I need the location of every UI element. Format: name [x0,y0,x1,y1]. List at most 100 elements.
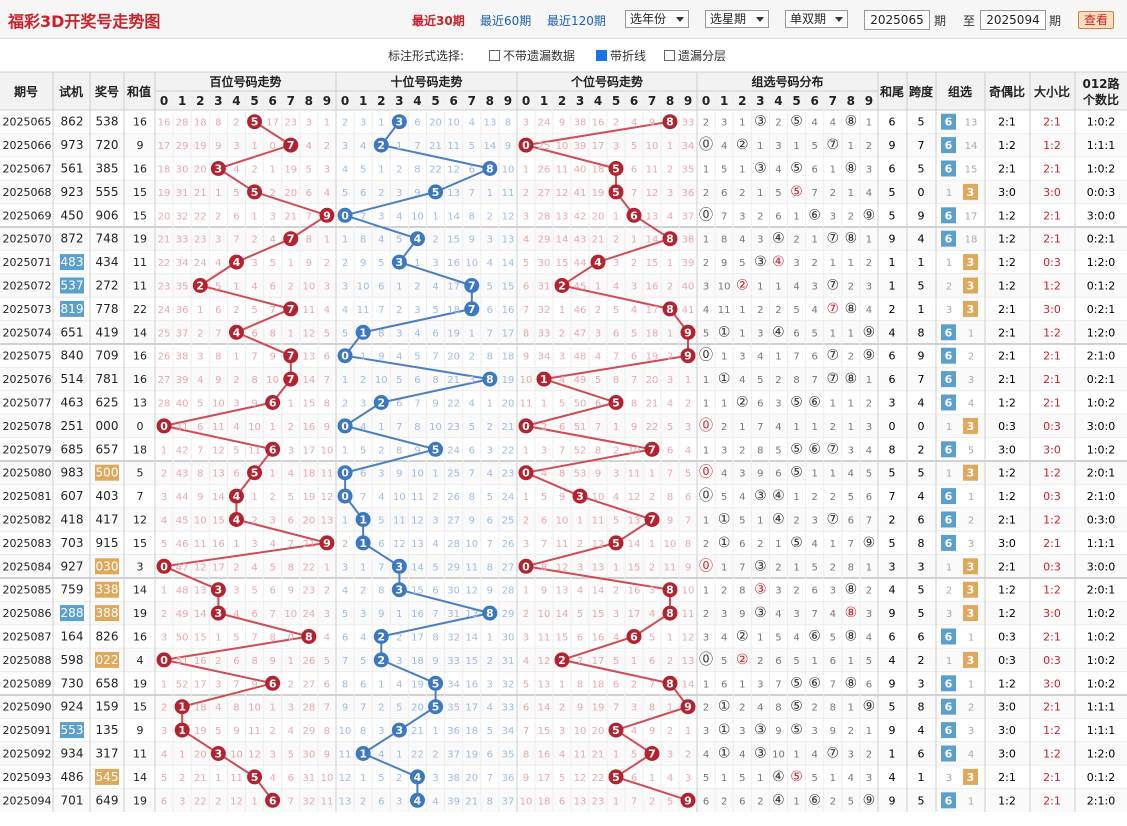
group-omission-count: 2 [739,703,745,714]
group-omission-count: 4 [811,750,817,761]
omission-count: 15 [592,609,605,620]
group-omission-count: 8 [793,375,799,386]
group-omission: 17 [965,211,978,222]
winning-number: 4 [233,256,241,269]
winning-number: 5 [612,163,620,176]
omission-count: 20 [302,516,315,527]
omission-count: 30 [447,586,460,597]
omission-count: 22 [158,258,171,269]
period-cell: 2025077 [3,397,52,410]
omission-count: 13 [502,235,515,246]
group-omission-count: 4 [866,305,872,316]
omission-count: 50 [176,633,189,644]
header-digit: 8 [486,94,494,108]
tail-cell: 5 [889,537,896,550]
group-omission-count: 1 [811,422,817,433]
header-digit: 9 [504,94,512,108]
group-hit-number: ③ [754,722,767,738]
omission-count: 6 [396,399,402,410]
group-omission-count: 3 [848,750,854,761]
omission-count: 1 [378,679,384,690]
group-omission-count: 3 [811,282,817,293]
group-omission-count: 6 [866,679,872,690]
big-small-cell: 1:2 [1043,584,1061,597]
group-hit-number: ⓪ [699,652,713,668]
group-omission-count: 1 [811,656,817,667]
group6-marker-text: 6 [945,677,953,690]
omission-count: 9 [432,656,438,667]
omission-count: 2 [631,258,637,269]
omission-count: 12 [302,328,315,339]
period-cell: 2025092 [3,748,52,761]
omission-count: 11 [538,633,551,644]
omission-count: 32 [302,796,315,807]
group-omission-count: 6 [811,586,817,597]
omission-count: 9 [685,562,691,573]
group-omission-count: 3 [721,445,727,456]
period-cell: 2025093 [3,771,52,784]
winning-number: 3 [396,560,404,573]
group-omission-count: 3 [811,726,817,737]
omission-count: 12 [248,750,261,761]
omission-count: 4 [342,586,348,597]
winning-number: 5 [251,186,259,199]
omission-count: 8 [378,328,384,339]
omission-count: 7 [631,796,637,807]
winning-number: 9 [684,701,692,714]
road-cell: 2:0:1 [1087,467,1115,480]
omission-count: 1 [197,305,203,316]
group6-marker-text: 6 [945,163,953,176]
omission-count: 11 [339,750,352,761]
omission-count: 5 [251,586,257,597]
omission-count: 8 [269,328,275,339]
omission-count: 14 [646,235,659,246]
omission-count: 3 [360,609,366,620]
omission-count: 4 [595,352,601,363]
omission-count: 20 [465,773,478,784]
omission-count: 10 [465,258,478,269]
omission-count: 1 [487,633,493,644]
winning-number: 7 [287,303,295,316]
omission-count: 1 [523,165,529,176]
omission-count: 22 [502,445,515,456]
omission-count: 7 [595,422,601,433]
group-omission-count: 3 [866,422,872,433]
group-omission-count: 2 [721,796,727,807]
omission-count: 4 [487,703,493,714]
omission-count: 4 [432,796,438,807]
winning-number: 1 [178,724,186,737]
omission-count: 12 [592,539,605,550]
sum-cell: 11 [133,748,147,761]
span-cell: 3 [918,677,925,690]
omission-count: 8 [559,469,565,480]
group-omission-count: 3 [739,469,745,480]
omission-count: 17 [302,445,315,456]
group-omission-count: 7 [775,679,781,690]
winning-number: 0 [160,654,168,667]
group-hit-number: ⑥ [808,395,821,411]
omission-count: 2 [432,750,438,761]
omission-count: 2 [342,258,348,269]
group-omission-count: 3 [793,258,799,269]
group-omission-count: 5 [757,375,763,386]
omission-count: 1 [577,516,583,527]
group-omission-count: 6 [793,328,799,339]
trial-cell: 862 [61,115,84,129]
group-omission-count: 2 [757,211,763,222]
sum-cell: 13 [133,397,147,410]
road-cell: 2:1:0 [1087,350,1115,363]
omission-count: 18 [302,469,315,480]
header-digit: 4 [594,94,602,108]
omission-count: 2 [288,422,294,433]
omission-count: 10 [357,282,370,293]
omission-count: 26 [538,165,551,176]
omission-count: 4 [685,445,691,456]
winning-number: 3 [215,748,223,761]
omission-count: 1 [523,586,529,597]
group-omission-count: 1 [739,305,745,316]
group-hit-number: ⓪ [699,207,713,223]
omission-count: 10 [646,141,659,152]
omission-count: 6 [595,399,601,410]
odd-even-cell: 1:2 [998,677,1016,690]
omission-count: 6 [360,469,366,480]
